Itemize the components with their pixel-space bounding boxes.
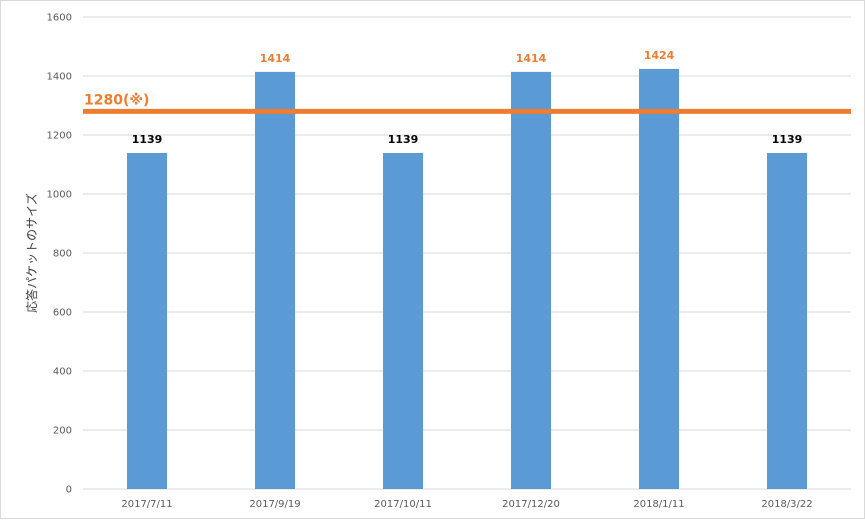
bar bbox=[767, 152, 807, 489]
y-tick-label: 600 bbox=[53, 308, 72, 319]
x-category-label: 2017/12/20 bbox=[502, 499, 560, 510]
bar bbox=[639, 68, 679, 490]
bar bbox=[127, 152, 167, 489]
x-category-label: 2017/10/11 bbox=[374, 499, 432, 510]
bar-data-label: 1424 bbox=[644, 49, 675, 62]
bar-data-label: 1139 bbox=[388, 133, 419, 146]
bar-data-label: 1414 bbox=[260, 52, 291, 65]
x-category-label: 2018/3/22 bbox=[761, 499, 812, 510]
y-axis-title: 応答パケットのサイズ bbox=[24, 193, 39, 313]
x-category-label: 2018/1/11 bbox=[633, 499, 684, 510]
bar-data-label: 1414 bbox=[516, 52, 547, 65]
reference-line-label: 1280(※) bbox=[84, 92, 149, 108]
y-tick-label: 1600 bbox=[47, 13, 72, 24]
bar-data-label: 1139 bbox=[132, 133, 163, 146]
bar bbox=[511, 71, 551, 490]
x-category-label: 2017/9/19 bbox=[249, 499, 300, 510]
y-tick-label: 1200 bbox=[47, 131, 72, 142]
bar bbox=[255, 71, 295, 490]
y-tick-label: 200 bbox=[53, 426, 72, 437]
x-category-label: 2017/7/11 bbox=[121, 499, 172, 510]
y-tick-label: 800 bbox=[53, 249, 72, 260]
y-tick-label: 1000 bbox=[47, 190, 72, 201]
y-tick-label: 1400 bbox=[47, 72, 72, 83]
bar-data-label: 1139 bbox=[772, 133, 803, 146]
y-tick-label: 0 bbox=[66, 485, 72, 496]
y-tick-label: 400 bbox=[53, 367, 72, 378]
bar bbox=[383, 152, 423, 489]
